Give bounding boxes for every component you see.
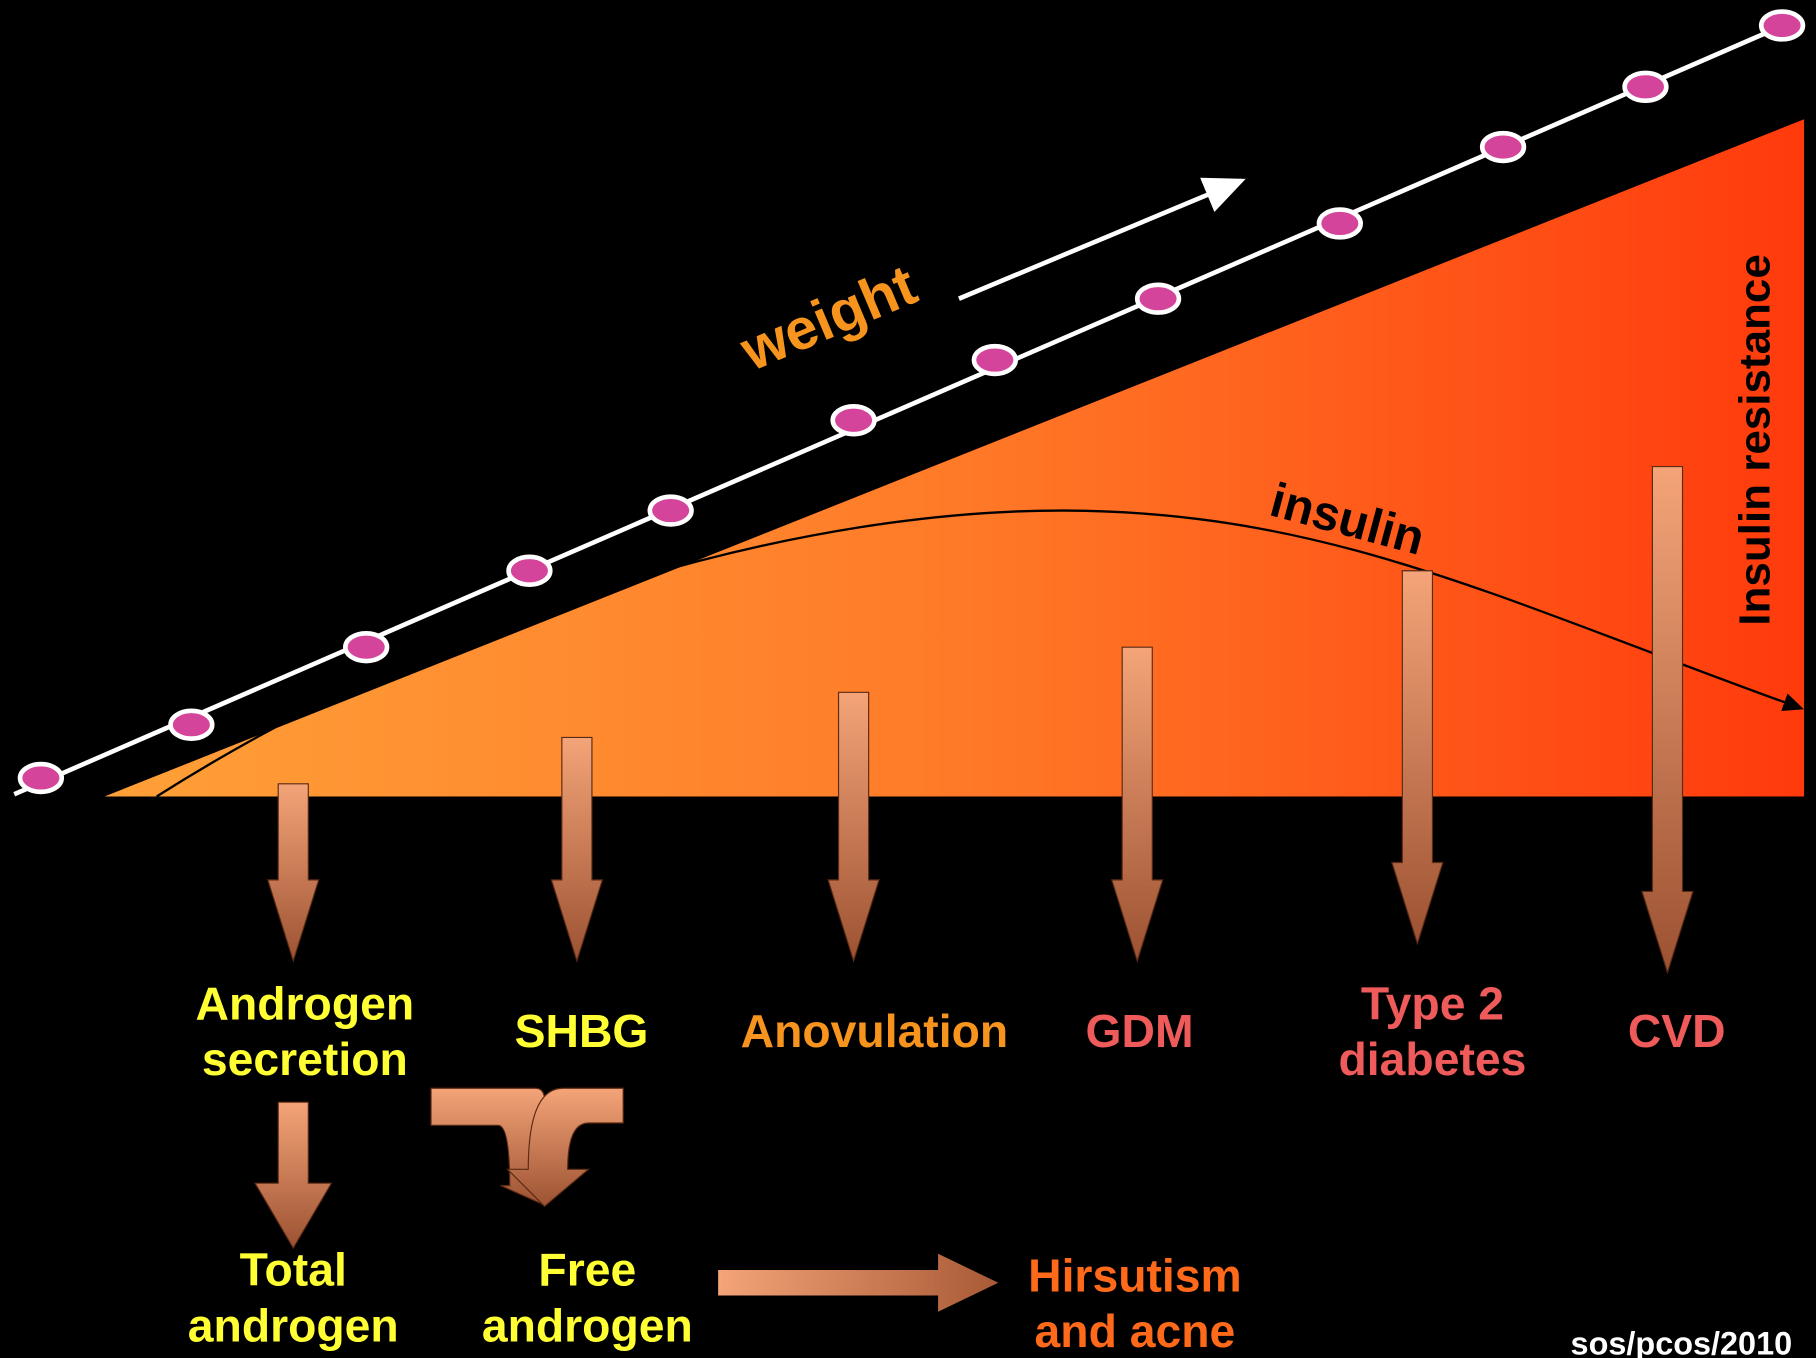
arrow (266, 783, 320, 963)
label: Total (240, 1244, 347, 1296)
label: and acne (1035, 1305, 1236, 1357)
label: CVD (1628, 1005, 1726, 1057)
arrow (254, 1101, 333, 1250)
weight-arrow (958, 177, 1246, 301)
label: SHBG (515, 1005, 649, 1057)
dot (647, 494, 694, 527)
label: androgen (482, 1299, 693, 1351)
dot (1479, 130, 1527, 164)
dot (343, 630, 390, 664)
arrow (1110, 646, 1164, 963)
triangle (104, 119, 1805, 797)
insulin-curve (156, 509, 1804, 798)
arrow (550, 736, 604, 963)
dot (168, 708, 215, 741)
split-arrow-right (506, 1087, 624, 1208)
arrow (718, 1253, 999, 1312)
footer: sos/pcos/2010 (1571, 1326, 1793, 1358)
label: GDM (1086, 1005, 1194, 1057)
dot (1622, 70, 1669, 104)
insulin-resistance-label: Insulin resistance (1730, 254, 1779, 626)
arrows (266, 465, 1694, 975)
label: Hirsutism (1028, 1250, 1242, 1302)
arrow (1391, 570, 1444, 946)
label: androgen (188, 1299, 399, 1351)
dot (971, 343, 1018, 377)
dot (506, 554, 553, 587)
label: Type 2 (1361, 977, 1504, 1029)
label: secretion (202, 1033, 408, 1085)
label: Androgen (196, 977, 415, 1029)
dot (830, 404, 877, 437)
dot (1134, 282, 1182, 315)
label: diabetes (1339, 1033, 1527, 1085)
dot (17, 761, 65, 795)
label: Anovulation (741, 1005, 1008, 1057)
label: Free (538, 1244, 636, 1296)
arrow (827, 691, 880, 963)
arrow (1641, 465, 1694, 975)
dot (1316, 207, 1363, 240)
dot (1758, 9, 1806, 42)
dots (17, 9, 1806, 795)
